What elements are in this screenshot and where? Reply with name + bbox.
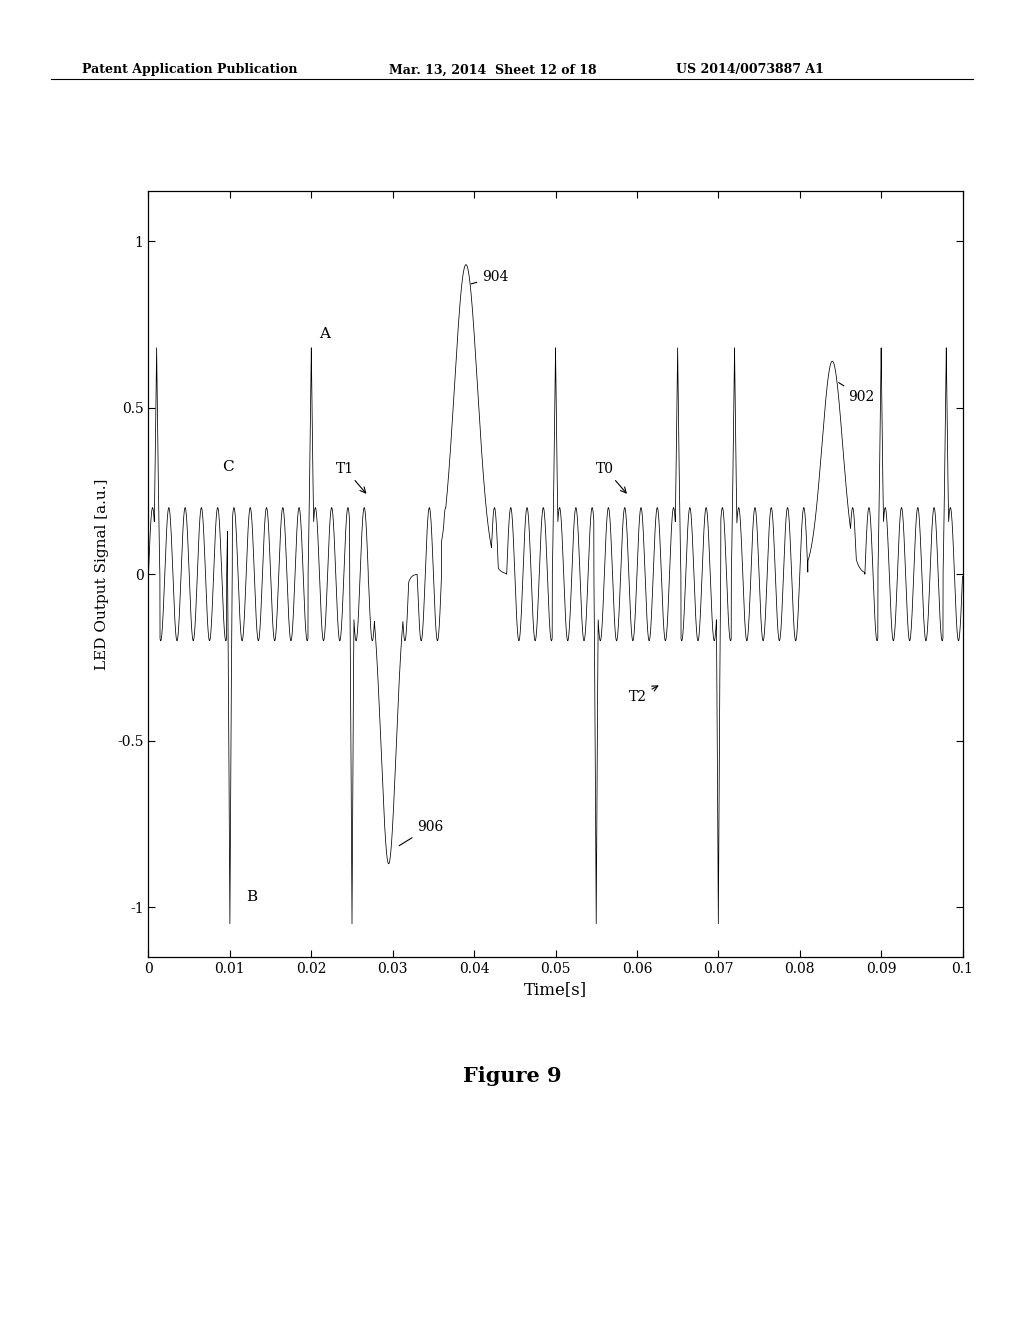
Y-axis label: LED Output Signal [a.u.]: LED Output Signal [a.u.] — [95, 479, 109, 669]
Text: T2: T2 — [629, 686, 657, 704]
Text: US 2014/0073887 A1: US 2014/0073887 A1 — [676, 63, 823, 77]
Text: Figure 9: Figure 9 — [463, 1065, 561, 1086]
Text: 906: 906 — [399, 820, 443, 846]
Text: 902: 902 — [839, 383, 874, 404]
Text: 904: 904 — [471, 271, 509, 284]
Text: A: A — [319, 327, 331, 341]
Text: T1: T1 — [336, 462, 366, 492]
Text: T0: T0 — [596, 462, 626, 492]
Text: Mar. 13, 2014  Sheet 12 of 18: Mar. 13, 2014 Sheet 12 of 18 — [389, 63, 597, 77]
Text: B: B — [246, 890, 257, 904]
Text: Patent Application Publication: Patent Application Publication — [82, 63, 297, 77]
X-axis label: Time[s]: Time[s] — [524, 981, 587, 998]
Text: C: C — [222, 461, 233, 474]
